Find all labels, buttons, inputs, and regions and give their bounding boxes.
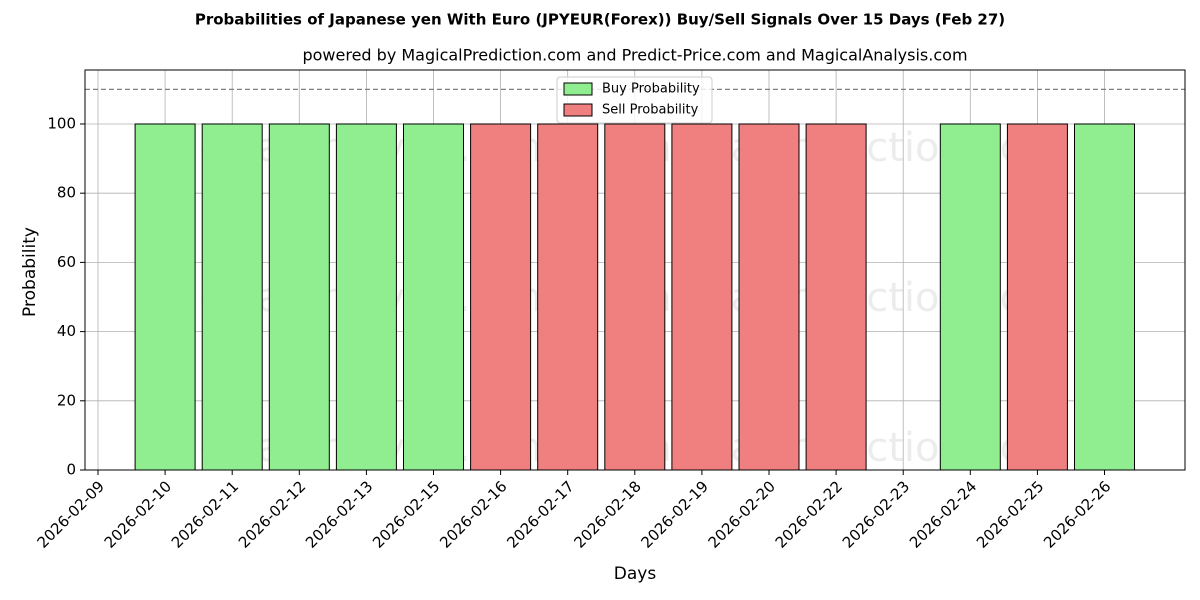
bar bbox=[1074, 123, 1135, 471]
x-tick-label: 2026-02-15 bbox=[369, 477, 443, 551]
bar bbox=[335, 123, 397, 471]
x-tick-label: 2026-02-12 bbox=[235, 477, 309, 551]
y-axis-label: Probability bbox=[20, 227, 40, 317]
y-tick-label: 80 bbox=[57, 184, 76, 202]
legend-label: Buy Probability bbox=[602, 82, 700, 97]
x-axis-label: Days bbox=[614, 564, 657, 584]
x-tick-label: 2026-02-22 bbox=[772, 477, 846, 551]
x-tick-label: 2026-02-18 bbox=[570, 477, 644, 551]
x-tick-label: 2026-02-10 bbox=[101, 477, 175, 551]
legend-swatch bbox=[563, 82, 593, 96]
x-tick-label: 2026-02-11 bbox=[168, 477, 242, 551]
y-tick-label: 60 bbox=[57, 253, 76, 271]
bar bbox=[403, 123, 464, 471]
bar bbox=[537, 123, 599, 471]
bar bbox=[201, 123, 263, 471]
legend-swatch bbox=[563, 103, 593, 117]
x-tick-label: 2026-02-23 bbox=[839, 477, 913, 551]
chart-subtitle: powered by MagicalPrediction.com and Pre… bbox=[302, 46, 967, 65]
x-tick-label: 2026-02-17 bbox=[503, 477, 577, 551]
bar bbox=[604, 123, 666, 471]
y-tick-label: 40 bbox=[57, 322, 76, 340]
x-tick-label: 2026-02-13 bbox=[302, 477, 376, 551]
x-tick-label: 2026-02-20 bbox=[705, 477, 779, 551]
y-tick-label: 20 bbox=[57, 391, 76, 409]
legend-label: Sell Probability bbox=[602, 103, 699, 118]
bar bbox=[470, 123, 532, 471]
y-tick-label: 100 bbox=[47, 114, 76, 132]
bar bbox=[1006, 123, 1068, 471]
bar bbox=[939, 123, 1001, 471]
x-tick-label: 2026-02-09 bbox=[34, 477, 108, 551]
x-tick-label: 2026-02-26 bbox=[1040, 477, 1114, 551]
x-tick-label: 2026-02-24 bbox=[906, 477, 980, 551]
bar bbox=[805, 123, 867, 471]
x-tick-label: 2026-02-19 bbox=[638, 477, 712, 551]
chart-title: Probabilities of Japanese yen With Euro … bbox=[195, 11, 1005, 29]
x-tick-label: 2026-02-25 bbox=[973, 477, 1047, 551]
plot-frame bbox=[84, 69, 1186, 471]
y-tick-label: 0 bbox=[66, 461, 76, 479]
bar bbox=[268, 123, 330, 471]
legend-box bbox=[556, 76, 713, 124]
bar bbox=[671, 123, 733, 471]
bar bbox=[134, 123, 196, 471]
x-tick-label: 2026-02-16 bbox=[436, 477, 510, 551]
bar bbox=[738, 123, 800, 471]
